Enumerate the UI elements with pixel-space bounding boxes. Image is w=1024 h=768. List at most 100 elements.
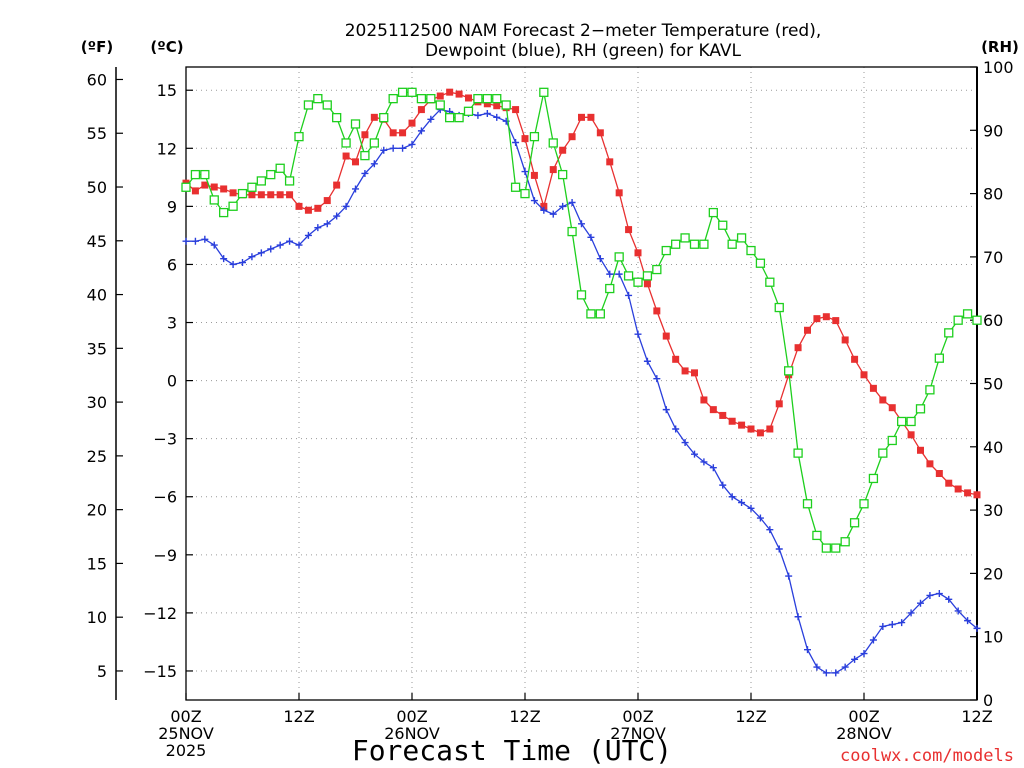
rh-point [510, 182, 521, 192]
dewpoint-point [747, 504, 755, 512]
dewpoint-point [719, 481, 727, 489]
temperature-point [333, 181, 341, 189]
rh-point [605, 283, 615, 294]
dewpoint-point [596, 255, 604, 263]
dewpoint-point [785, 572, 793, 580]
dewpoint-point [709, 464, 717, 472]
dewpoint-point [257, 249, 265, 257]
dewpoint-point [182, 237, 190, 245]
rh-point [784, 366, 794, 376]
rh-point [623, 271, 634, 281]
rh-point [897, 416, 907, 427]
temperature-point [766, 425, 774, 433]
x-tick-label: 28NOV [836, 724, 892, 743]
rh-point [473, 94, 483, 104]
rh-point [680, 233, 690, 243]
temperature-point [888, 404, 896, 412]
x-tick-label: 26NOV [384, 724, 440, 743]
temperature-point [257, 191, 265, 199]
rh-point [313, 94, 323, 104]
dewpoint-point [568, 199, 576, 207]
rh-point [388, 94, 398, 104]
axes: 6055504540353025201510515129630−3−6−9−12… [87, 58, 1014, 760]
dewpoint-point [323, 220, 331, 228]
celsius-tick-label: 9 [167, 197, 177, 216]
celsius-tick-label: 0 [167, 372, 177, 391]
dewpoint-point [643, 357, 651, 365]
rh-point [915, 404, 926, 414]
temperature-point [220, 185, 228, 193]
dewpoint-line [186, 108, 978, 674]
rh-tick-label: 90 [983, 121, 1003, 140]
rh-point [294, 131, 304, 142]
dewpoint-point [201, 235, 209, 243]
dewpoint-point [615, 270, 623, 278]
fahrenheit-tick-label: 20 [87, 501, 107, 520]
temperature-point [465, 94, 472, 102]
rh-point [821, 543, 831, 553]
temperature-point [709, 406, 717, 414]
rh-point [190, 169, 201, 180]
rh-point [416, 94, 427, 104]
temperature-point [191, 187, 199, 195]
dewpoint-point [540, 206, 548, 214]
dewpoint-point [314, 224, 322, 232]
dewpoint-point [804, 646, 811, 654]
rh-point [397, 87, 408, 97]
rh-point [228, 201, 238, 211]
fahrenheit-tick-label: 50 [87, 178, 107, 197]
rh-point [332, 112, 342, 123]
temperature-point [615, 189, 623, 197]
dewpoint-point [474, 111, 482, 119]
rh-point [539, 87, 549, 97]
rh-point [548, 138, 558, 148]
rh-point [200, 169, 210, 180]
rh-point [463, 106, 474, 116]
temperature-point [210, 183, 218, 191]
rh-point [642, 271, 653, 281]
dewpoint-point [869, 636, 877, 644]
x-tick-label: 00Z [396, 707, 427, 726]
dewpoint-point [352, 185, 359, 193]
rh-point [266, 169, 276, 180]
dewpoint-point [691, 450, 698, 458]
temperature-point [559, 146, 567, 154]
dewpoint-point [954, 607, 962, 615]
rh-point [586, 309, 596, 319]
x-tick-label: 00Z [848, 707, 879, 726]
rh-point [746, 245, 756, 256]
rh-point [727, 239, 737, 249]
x-tick-label: 12Z [283, 707, 314, 726]
dewpoint-point [907, 609, 915, 617]
rh-point [529, 131, 540, 142]
rh-point [237, 188, 248, 199]
celsius-tick-label: −6 [153, 488, 177, 507]
temperature-point [596, 129, 604, 137]
rh-point [482, 94, 492, 104]
rh-point [859, 499, 869, 509]
dewpoint-point [634, 330, 642, 338]
temperature-point [954, 485, 962, 493]
temperature-point [822, 313, 830, 321]
temperature-point [935, 470, 943, 478]
rh-point [906, 416, 916, 427]
rh-point [652, 264, 662, 275]
temperature-point [879, 396, 887, 404]
dewpoint-point [888, 621, 896, 629]
rh-point [812, 530, 822, 541]
rh-point [407, 87, 417, 97]
rh-point [699, 239, 709, 249]
temperature-point [804, 326, 811, 334]
rh-point [671, 239, 681, 249]
dewpoint-point [973, 624, 981, 632]
dewpoint-point [342, 202, 350, 210]
rh-point [501, 100, 511, 110]
temperature-point [738, 421, 746, 429]
rh-point [435, 100, 445, 110]
temperature-point [813, 315, 821, 323]
dewpoint-point [964, 617, 972, 625]
temperature-point [408, 119, 416, 127]
rh-point [661, 245, 671, 256]
rh-point [953, 315, 963, 325]
rh-point [567, 226, 577, 237]
